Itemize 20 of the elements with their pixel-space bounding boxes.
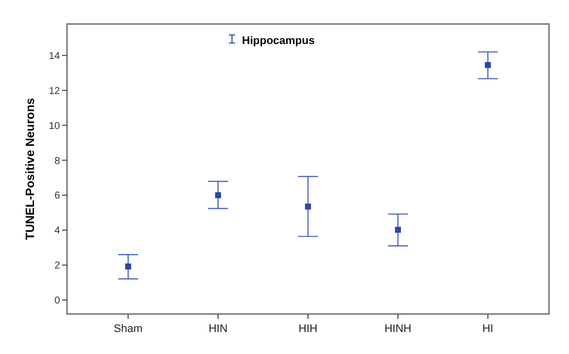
y-tick-label: 2 [54,260,60,272]
x-tick-label: Sham [114,323,143,335]
y-tick-label: 4 [54,226,60,237]
point [215,192,222,198]
point [484,62,491,68]
y-tick-label: 12 [48,86,60,97]
y-tick-label: 10 [48,120,60,132]
x-tick-label: HIN [208,323,228,335]
x-tick-label: HI [482,323,494,335]
x-tick-label: HINH [384,323,412,335]
y-tick-label: 6 [54,190,60,202]
y-tick-label: 0 [54,296,60,307]
y-axis-title: TUNEL-Positive Neurons [23,98,37,240]
legend-label: Hippocampus [242,34,315,47]
point [125,263,132,270]
point [394,226,401,233]
y-tick-label: 14 [48,50,60,62]
y-tick-label: 8 [54,156,60,167]
point [305,204,311,210]
x-tick-label: HIH [298,323,318,335]
